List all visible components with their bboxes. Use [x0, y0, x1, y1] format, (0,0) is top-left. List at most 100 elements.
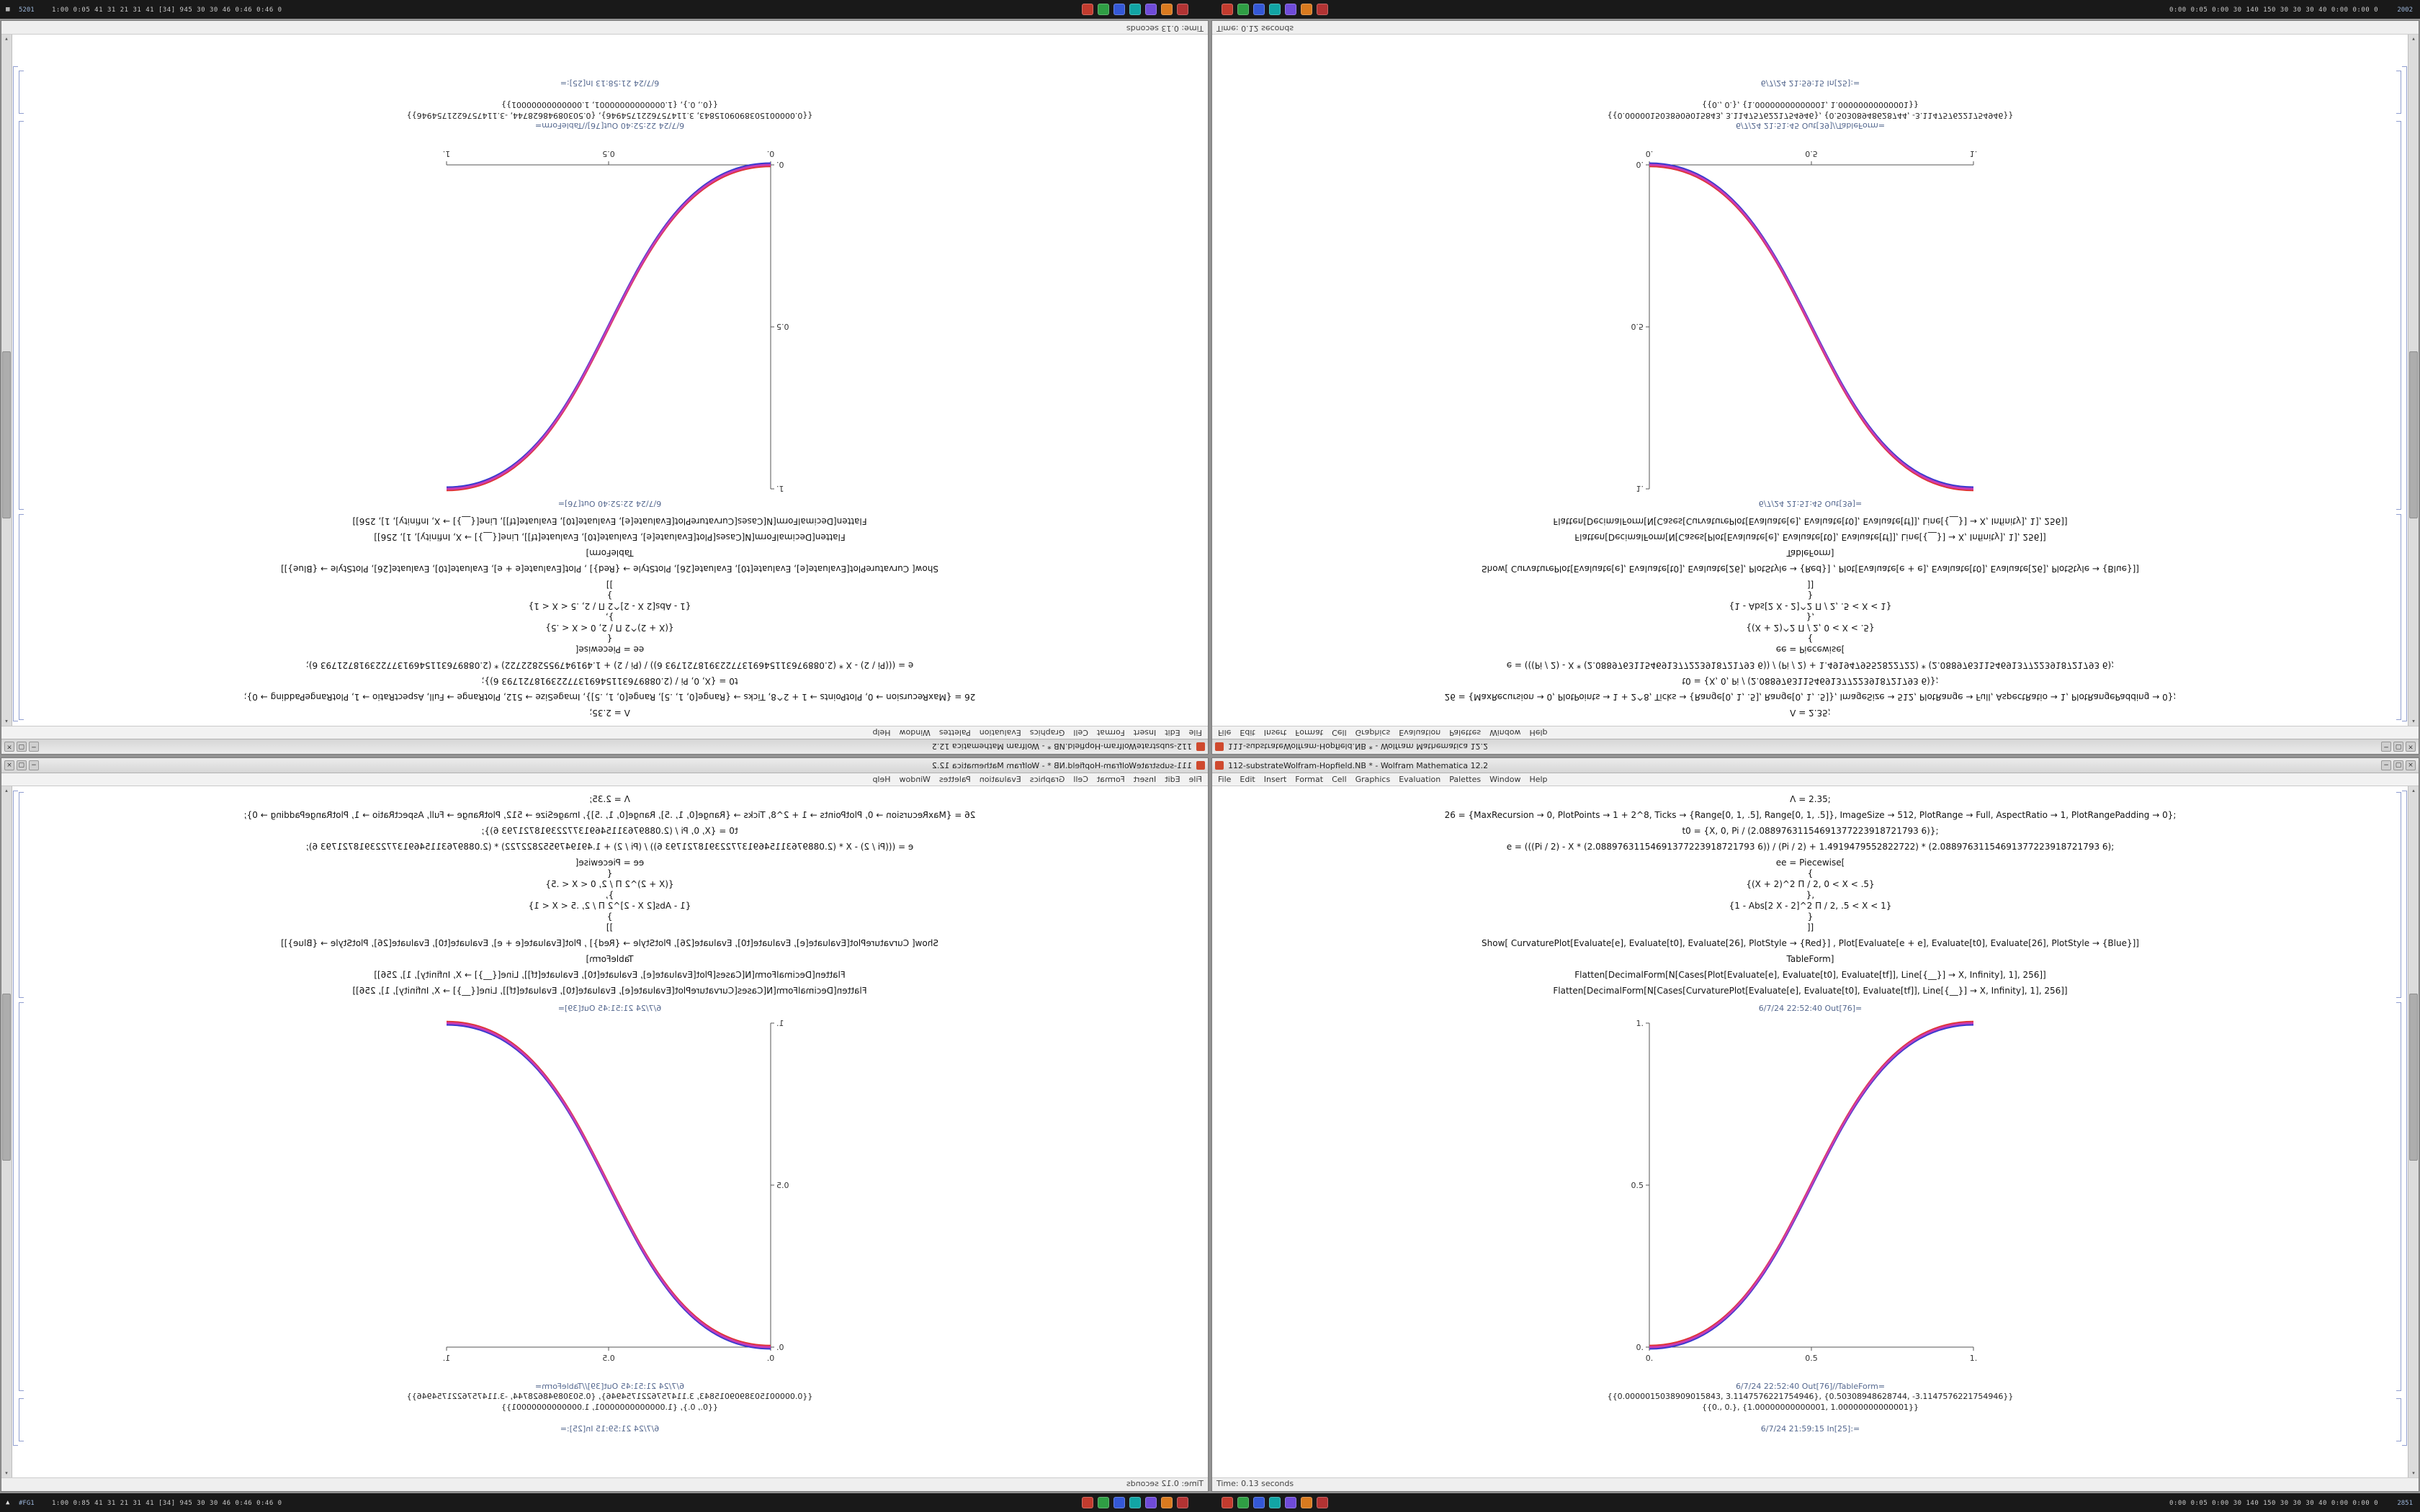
- maximize-button[interactable]: ▢: [2393, 742, 2403, 752]
- menu-palettes[interactable]: Palettes: [938, 775, 971, 784]
- menu-file[interactable]: File: [1188, 775, 1202, 784]
- input-cell-line[interactable]: },: [1806, 612, 1815, 622]
- tray-app-icon-4[interactable]: [1285, 4, 1296, 15]
- input-cell-line[interactable]: Λ = 2.35;: [1790, 794, 1831, 804]
- menu-format[interactable]: Format: [1295, 775, 1324, 784]
- menu-evaluation[interactable]: Evaluation: [1399, 775, 1441, 784]
- menu-format[interactable]: Format: [1096, 728, 1125, 737]
- menu-file[interactable]: File: [1188, 728, 1202, 737]
- scrollbar-thumb[interactable]: [2, 994, 11, 1161]
- input-cell-line[interactable]: 26 = {MaxRecursion → 0, PlotPoints → 1 +…: [1444, 692, 2177, 702]
- tray-app-icon-3[interactable]: [1129, 1497, 1141, 1508]
- input-cell-line[interactable]: },: [605, 890, 614, 900]
- cell-bracket[interactable]: [19, 71, 24, 114]
- menu-evaluation[interactable]: Evaluation: [1399, 728, 1441, 737]
- tray-app-icon-2[interactable]: [1113, 4, 1125, 15]
- tray-app-icon-0[interactable]: [1222, 4, 1233, 15]
- tray-app-icon-5[interactable]: [1161, 4, 1173, 15]
- menu-graphics[interactable]: Graphics: [1029, 775, 1065, 784]
- panel-up-arrow-icon[interactable]: ▲: [6, 1499, 10, 1506]
- tray-app-icon-4[interactable]: [1145, 1497, 1157, 1508]
- tray-app-icon-2[interactable]: [1113, 1497, 1125, 1508]
- menu-palettes[interactable]: Palettes: [1449, 728, 1482, 737]
- minimize-button[interactable]: −: [29, 760, 39, 770]
- tray-app-icon-6[interactable]: [1177, 1497, 1188, 1508]
- menu-palettes[interactable]: Palettes: [938, 728, 971, 737]
- input-cell-line[interactable]: t0 = {X, 0, Pi / (2.08897631154691377223…: [1682, 676, 1939, 686]
- scroll-up-icon[interactable]: ▴: [2412, 788, 2415, 793]
- tray-app-icon-6[interactable]: [1177, 4, 1188, 15]
- tray-app-icon-6[interactable]: [1317, 4, 1328, 15]
- window-titlebar[interactable]: 111-substrateWolfram-Hopfield.NB * - Wol…: [1, 758, 1208, 773]
- input-cell-line[interactable]: {1 - Abs[2 X - 2]^2 Π / 2, .5 < X < 1}: [1729, 901, 1892, 911]
- window-titlebar[interactable]: 112-substrateWolfram-Hopfield.NB * - Wol…: [1, 739, 1208, 754]
- tray-app-icon-5[interactable]: [1301, 4, 1312, 15]
- menu-edit[interactable]: Edit: [1240, 775, 1255, 784]
- input-cell-line[interactable]: {(X + 2)^2 Π / 2, 0 < X < .5}: [1746, 879, 1875, 889]
- menu-window[interactable]: Window: [899, 775, 931, 784]
- minimize-button[interactable]: −: [29, 742, 39, 752]
- tray-app-icon-0[interactable]: [1222, 1497, 1233, 1508]
- menu-file[interactable]: File: [1218, 775, 1232, 784]
- close-button[interactable]: ×: [2406, 760, 2416, 770]
- input-cell-line[interactable]: ]]: [606, 580, 614, 590]
- input-cell-line[interactable]: Show[ CurvaturePlot[Evaluate[e], Evaluat…: [1482, 564, 2139, 574]
- input-cell-line[interactable]: Flatten[DecimalForm[N[Cases[Plot[Evaluat…: [1574, 532, 2046, 542]
- tray-app-icon-3[interactable]: [1269, 1497, 1281, 1508]
- input-cell-line[interactable]: TableForm]: [1786, 954, 1834, 964]
- menu-help[interactable]: Help: [872, 728, 891, 737]
- input-cell-line[interactable]: }: [606, 912, 613, 922]
- window-titlebar[interactable]: 112-substrateWolfram-Hopfield.NB * - Wol…: [1212, 758, 2419, 773]
- scroll-up-icon[interactable]: ▴: [5, 719, 8, 724]
- input-cell-line[interactable]: e = (((Pi / 2) - X * (2.0889763115469137…: [1506, 660, 2115, 670]
- menu-window[interactable]: Window: [899, 728, 931, 737]
- scrollbar-thumb[interactable]: [2, 351, 11, 518]
- tray-app-icon-1[interactable]: [1237, 1497, 1249, 1508]
- minimize-button[interactable]: −: [2381, 760, 2391, 770]
- menu-evaluation[interactable]: Evaluation: [979, 728, 1021, 737]
- input-cell-line[interactable]: Λ = 2.35;: [589, 708, 630, 718]
- cell-bracket[interactable]: [2402, 66, 2407, 721]
- cell-bracket[interactable]: [13, 791, 18, 1446]
- input-cell-line[interactable]: Λ = 2.35;: [1790, 708, 1831, 718]
- input-cell-line[interactable]: e = (((Pi / 2) - X * (2.0889763115469137…: [1506, 842, 2115, 852]
- menu-cell[interactable]: Cell: [1332, 728, 1347, 737]
- menu-graphics[interactable]: Graphics: [1029, 728, 1065, 737]
- tray-app-icon-2[interactable]: [1253, 1497, 1265, 1508]
- maximize-button[interactable]: ▢: [2393, 760, 2403, 770]
- menu-help[interactable]: Help: [872, 775, 891, 784]
- input-cell-line[interactable]: e = (((Pi / 2) - X * (2.0889763115469137…: [305, 842, 914, 852]
- tray-app-icon-5[interactable]: [1161, 1497, 1173, 1508]
- input-cell-line[interactable]: Flatten[DecimalForm[N[Cases[CurvaturePlo…: [352, 516, 867, 526]
- cell-bracket[interactable]: [19, 792, 24, 998]
- cell-bracket[interactable]: [2396, 1398, 2401, 1441]
- input-cell-line[interactable]: {(X + 2)^2 Π / 2, 0 < X < .5}: [1746, 623, 1875, 633]
- input-cell-line[interactable]: Flatten[DecimalForm[N[Cases[CurvaturePlo…: [352, 986, 867, 996]
- tray-app-icon-1[interactable]: [1098, 4, 1109, 15]
- input-cell-line[interactable]: ]]: [1806, 922, 1814, 932]
- cell-bracket[interactable]: [2402, 791, 2407, 1446]
- cell-bracket[interactable]: [2396, 71, 2401, 114]
- menu-insert[interactable]: Insert: [1263, 775, 1287, 784]
- scrollbar[interactable]: ▴ ▾: [2408, 786, 2419, 1477]
- input-cell-line[interactable]: t0 = {X, 0, Pi / (2.08897631154691377223…: [1682, 826, 1939, 836]
- input-cell-line[interactable]: Λ = 2.35;: [589, 794, 630, 804]
- scrollbar-thumb[interactable]: [2409, 351, 2418, 518]
- maximize-button[interactable]: ▢: [17, 742, 27, 752]
- menu-help[interactable]: Help: [1529, 775, 1548, 784]
- input-cell-line[interactable]: Flatten[DecimalForm[N[Cases[CurvaturePlo…: [1553, 516, 2068, 526]
- cell-bracket[interactable]: [19, 1002, 24, 1391]
- scrollbar[interactable]: ▴ ▾: [1, 786, 12, 1477]
- tray-app-icon-5[interactable]: [1301, 1497, 1312, 1508]
- cell-bracket[interactable]: [19, 121, 24, 510]
- input-cell-line[interactable]: },: [1806, 890, 1815, 900]
- input-cell-line[interactable]: TableForm]: [1786, 548, 1834, 558]
- input-cell-line[interactable]: 26 = {MaxRecursion → 0, PlotPoints → 1 +…: [1444, 810, 2177, 820]
- menu-graphics[interactable]: Graphics: [1355, 728, 1391, 737]
- scroll-down-icon[interactable]: ▾: [2412, 36, 2415, 42]
- input-cell-line[interactable]: ee = Piecewise[: [575, 858, 645, 868]
- tray-app-icon-3[interactable]: [1129, 4, 1141, 15]
- menu-edit[interactable]: Edit: [1240, 728, 1255, 737]
- menu-window[interactable]: Window: [1489, 728, 1521, 737]
- input-cell-line[interactable]: Flatten[DecimalForm[N[Cases[Plot[Evaluat…: [374, 532, 846, 542]
